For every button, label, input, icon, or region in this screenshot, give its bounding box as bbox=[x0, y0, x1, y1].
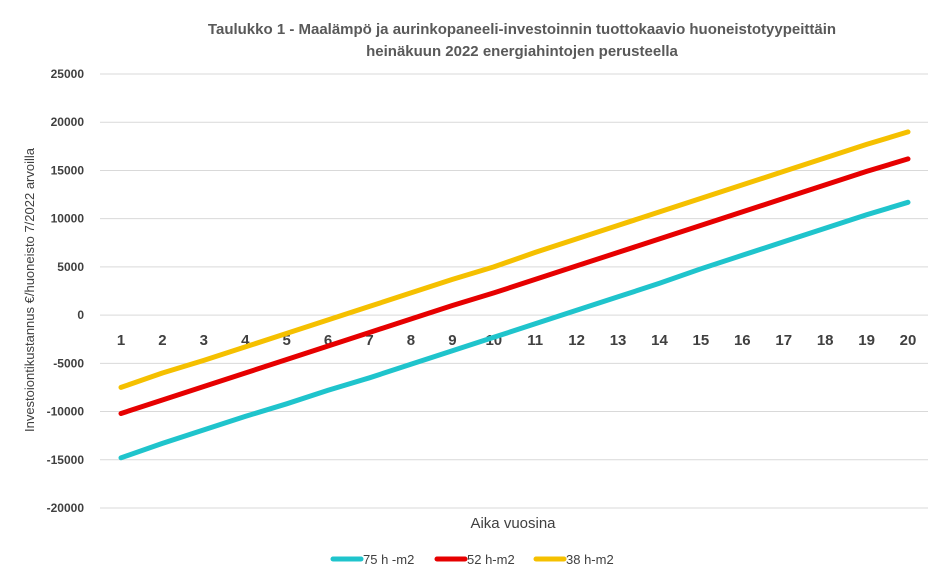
y-tick-label: 10000 bbox=[51, 212, 85, 226]
chart-title-line2: heinäkuun 2022 energiahintojen perusteel… bbox=[366, 43, 678, 60]
legend-label: 52 h-m2 bbox=[467, 552, 515, 567]
y-tick-label: 25000 bbox=[51, 67, 85, 81]
y-tick-label: 5000 bbox=[57, 260, 84, 274]
y-tick-label: -5000 bbox=[53, 356, 84, 370]
x-tick-label: 5 bbox=[283, 332, 291, 349]
x-tick-label: 15 bbox=[693, 332, 710, 349]
y-tick-label: -10000 bbox=[47, 405, 85, 419]
y-tick-label: 20000 bbox=[51, 115, 85, 129]
y-axis-ticks: 25000 20000 15000 10000 5000 0 -5000 -10000 -150… bbox=[47, 67, 85, 515]
x-tick-label: 14 bbox=[651, 332, 668, 349]
gridlines bbox=[100, 73, 928, 509]
x-tick-label: 4 bbox=[241, 332, 250, 349]
legend: 75 h -m2 52 h-m2 38 h-m2 bbox=[330, 552, 614, 567]
x-axis-label: Aika vuosina bbox=[470, 515, 556, 532]
x-tick-label: 12 bbox=[568, 332, 585, 349]
series-line-2 bbox=[118, 129, 911, 390]
series-lines bbox=[118, 129, 911, 461]
x-tick-label: 13 bbox=[610, 332, 627, 349]
x-tick-label: 11 bbox=[527, 332, 543, 349]
y-tick-label: 15000 bbox=[51, 163, 85, 177]
legend-label: 75 h -m2 bbox=[363, 552, 414, 567]
x-tick-label: 20 bbox=[900, 332, 917, 349]
legend-label: 38 h-m2 bbox=[566, 552, 614, 567]
x-tick-label: 2 bbox=[158, 332, 166, 349]
y-axis-label: Investoiontikustannus €/huoneisto 7/2022… bbox=[22, 147, 37, 432]
y-tick-label: 0 bbox=[77, 308, 84, 322]
x-tick-label: 18 bbox=[817, 332, 834, 349]
y-tick-label: -15000 bbox=[47, 453, 85, 467]
series-line-1 bbox=[118, 156, 911, 416]
x-tick-label: 1 bbox=[117, 332, 125, 349]
x-tick-label: 7 bbox=[365, 332, 373, 349]
x-tick-label: 16 bbox=[734, 332, 751, 349]
x-tick-label: 19 bbox=[858, 332, 875, 349]
x-tick-label: 17 bbox=[775, 332, 792, 349]
x-tick-label: 8 bbox=[407, 332, 415, 349]
x-tick-label: 3 bbox=[200, 332, 208, 349]
chart-title-line1: Taulukko 1 - Maalämpö ja aurinkopaneeli-… bbox=[208, 21, 836, 38]
x-axis-ticks: 1 2 3 4 5 6 7 8 9 10 11 12 13 14 15 16 17 18 19 20 bbox=[117, 332, 917, 349]
x-tick-label: 6 bbox=[324, 332, 332, 349]
x-tick-label: 9 bbox=[448, 332, 456, 349]
series-line-0 bbox=[118, 199, 911, 461]
y-tick-label: -20000 bbox=[47, 501, 85, 515]
